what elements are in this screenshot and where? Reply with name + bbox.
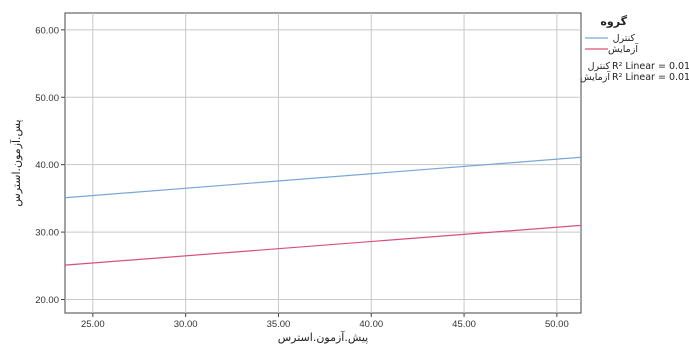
fit-series-control: کنترل [588, 61, 611, 72]
legend-label-experiment: آزمایش [608, 42, 638, 55]
legend: گروه کنترل آزمایش کنترل R² Linear = 0.01… [580, 15, 689, 83]
x-tick-label: 30.00 [174, 319, 198, 330]
x-axis-ticks: 25.00 30.00 35.00 40.00 45.00 50.00 [81, 313, 569, 330]
fit-label-experiment: R² Linear = 0.017 [612, 72, 689, 83]
x-axis-title: پیش.آزمون.استرس [278, 330, 369, 344]
legend-title: گروه [600, 15, 627, 28]
x-tick-label: 45.00 [452, 319, 476, 330]
y-tick-label: 40.00 [35, 160, 59, 171]
y-tick-label: 30.00 [35, 228, 59, 239]
y-tick-label: 60.00 [35, 25, 59, 36]
fit-label-control: R² Linear = 0.010 [612, 61, 689, 72]
fit-series-experiment: آزمایش [580, 70, 610, 83]
series-line-experiment [64, 224, 582, 266]
y-tick-label: 20.00 [35, 295, 59, 306]
y-axis-ticks: 20.00 30.00 40.00 50.00 60.00 [35, 25, 65, 306]
plot-area [64, 12, 582, 314]
y-tick-label: 50.00 [35, 93, 59, 104]
x-tick-label: 50.00 [545, 319, 569, 330]
series-layer [64, 156, 582, 266]
x-tick-label: 40.00 [359, 319, 383, 330]
y-axis-title: پس.آزمون.استرس [9, 119, 23, 206]
series-line-control [64, 156, 582, 199]
x-tick-label: 35.00 [267, 319, 291, 330]
x-tick-label: 25.00 [81, 319, 105, 330]
legend-label-control: کنترل [613, 33, 636, 44]
